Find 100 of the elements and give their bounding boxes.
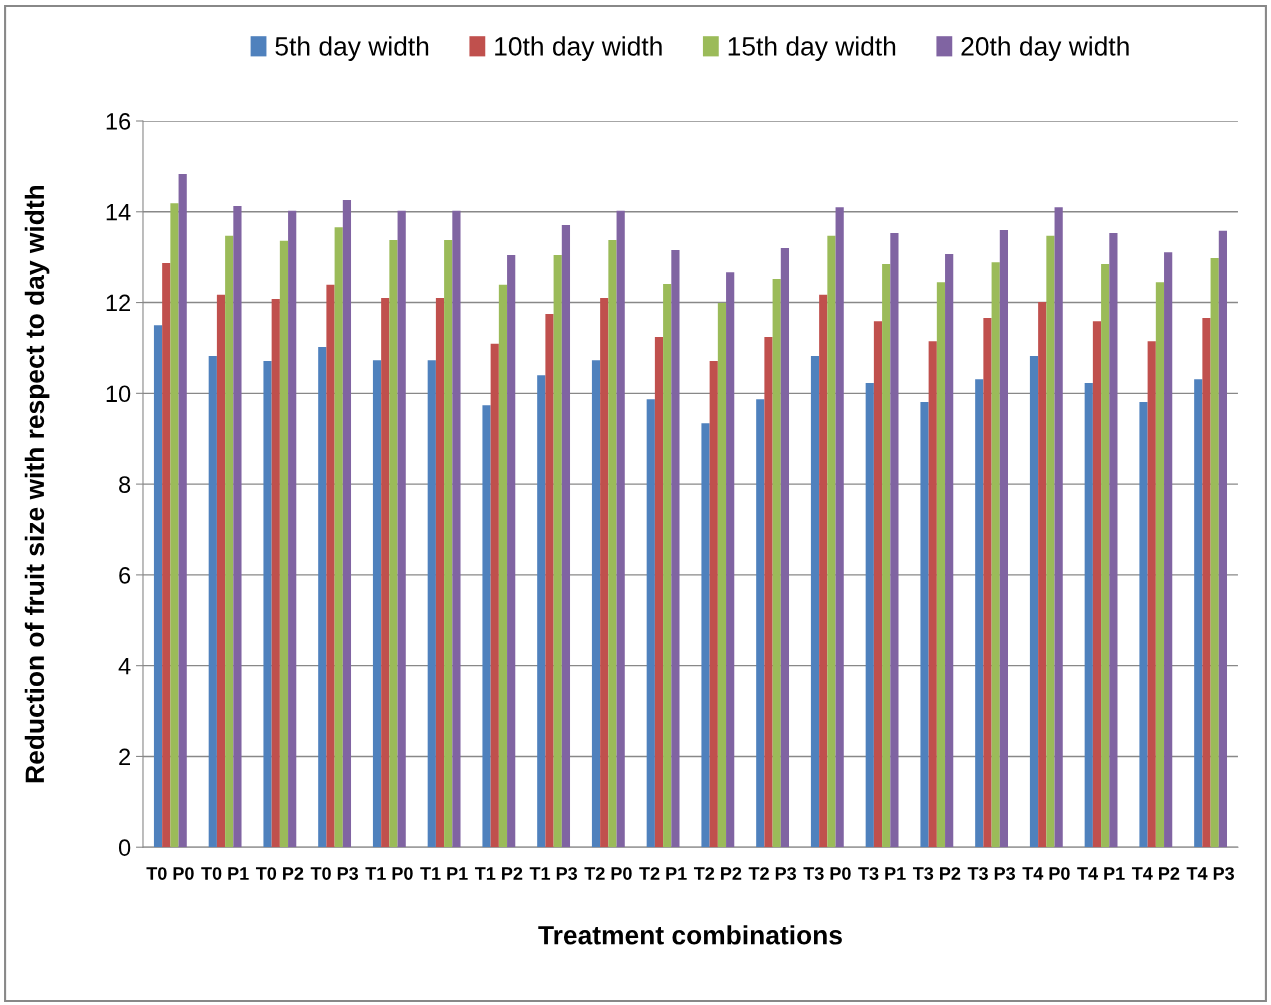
- legend-label: 20th day width: [961, 36, 1129, 61]
- x-tick-label: T4 P0: [1022, 867, 1070, 880]
- bar: [288, 210, 297, 848]
- y-tick-label: 16: [106, 113, 131, 130]
- bar: [271, 298, 280, 848]
- bar: [1029, 356, 1039, 848]
- bar: [1054, 207, 1063, 848]
- bar: [1092, 321, 1102, 848]
- bar: [389, 239, 398, 848]
- x-tick-label: T4 P1: [1077, 867, 1125, 880]
- x-tick-label: T2 P3: [748, 867, 797, 880]
- bar: [482, 405, 491, 848]
- y-tick-label: 0: [118, 839, 131, 856]
- bar: [1202, 317, 1211, 848]
- bar: [372, 360, 382, 848]
- y-tick-label: 2: [119, 748, 130, 765]
- bar: [233, 205, 242, 848]
- y-tick-label: 14: [106, 204, 131, 221]
- bar: [279, 240, 289, 848]
- x-axis-title: Treatment combinations: [538, 925, 842, 945]
- x-tick-label: T0 P3: [310, 867, 359, 880]
- bar: [208, 356, 217, 848]
- bar: [726, 272, 735, 848]
- bar: [170, 203, 179, 848]
- bar: [498, 284, 508, 848]
- bar: [435, 298, 445, 848]
- y-tick-label: 10: [106, 385, 131, 403]
- x-tick-label: T4 P2: [1131, 867, 1180, 880]
- bar: [1084, 382, 1093, 848]
- bar: [427, 360, 436, 848]
- x-tick-label: T0 P0: [146, 867, 194, 880]
- x-tick-label: T1 P2: [474, 867, 523, 880]
- bar: [507, 254, 516, 848]
- bar: [397, 210, 406, 848]
- bar: [873, 321, 883, 848]
- bar: [772, 278, 781, 848]
- bar: [153, 325, 163, 848]
- bar: [717, 303, 727, 848]
- bar: [561, 224, 571, 848]
- bar: [616, 210, 625, 848]
- bar: [1155, 282, 1165, 848]
- y-tick-label: 12: [106, 294, 130, 312]
- legend-label: 10th day width: [495, 36, 662, 61]
- y-tick-label: 8: [119, 476, 131, 493]
- bar: [756, 399, 765, 848]
- bar: [1218, 230, 1227, 848]
- bar: [162, 263, 171, 848]
- bar: [999, 229, 1009, 848]
- bar: [490, 343, 499, 848]
- x-tick-label: T2 P2: [693, 867, 742, 880]
- bar: [1139, 401, 1148, 848]
- bar: [975, 379, 984, 848]
- x-tick-label: T0 P2: [255, 867, 304, 880]
- bar: [928, 341, 937, 848]
- bar: [810, 356, 820, 848]
- bar: [263, 361, 272, 848]
- legend-label: 15th day width: [728, 36, 896, 61]
- x-tick-label: T3 P1: [858, 867, 906, 880]
- bar: [1101, 263, 1110, 848]
- bar: [646, 399, 655, 848]
- bar: [701, 423, 710, 848]
- bar: [1046, 235, 1055, 848]
- bar: [178, 174, 187, 848]
- x-tick-label: T2 P1: [639, 867, 687, 880]
- bar: [591, 360, 601, 848]
- x-tick-label: T0 P1: [201, 867, 249, 880]
- bar: [553, 254, 562, 848]
- bar: [600, 298, 609, 848]
- bar: [654, 337, 664, 848]
- bar: [1164, 252, 1173, 848]
- bar: [334, 227, 343, 848]
- bar: [835, 207, 844, 848]
- y-tick-label: 6: [119, 566, 131, 584]
- bar: [318, 347, 327, 848]
- bar: [444, 239, 453, 848]
- bar: [342, 199, 352, 848]
- bar: [1194, 379, 1203, 848]
- bar: [1038, 302, 1047, 848]
- x-tick-label: T3 P2: [912, 867, 961, 880]
- bar: [225, 235, 234, 848]
- bar: [663, 283, 672, 848]
- x-tick-label: T1 P1: [420, 867, 468, 880]
- legend-label: 5th day width: [275, 36, 429, 61]
- bar: [545, 313, 554, 848]
- bar: [608, 239, 617, 848]
- bar: [1109, 233, 1118, 848]
- bar: [819, 294, 828, 848]
- bar: [827, 235, 836, 848]
- bar: [709, 361, 718, 848]
- x-tick-label: T2 P0: [584, 867, 632, 880]
- bar: [991, 262, 1000, 848]
- bar: [452, 210, 461, 848]
- bar: [865, 382, 874, 848]
- bar: [1147, 341, 1156, 848]
- bar: [936, 282, 946, 848]
- bar: [216, 294, 226, 848]
- y-tick-label: 4: [118, 657, 131, 675]
- bar: [326, 284, 335, 848]
- bar: [882, 263, 891, 848]
- x-tick-label: T1 P0: [365, 867, 413, 880]
